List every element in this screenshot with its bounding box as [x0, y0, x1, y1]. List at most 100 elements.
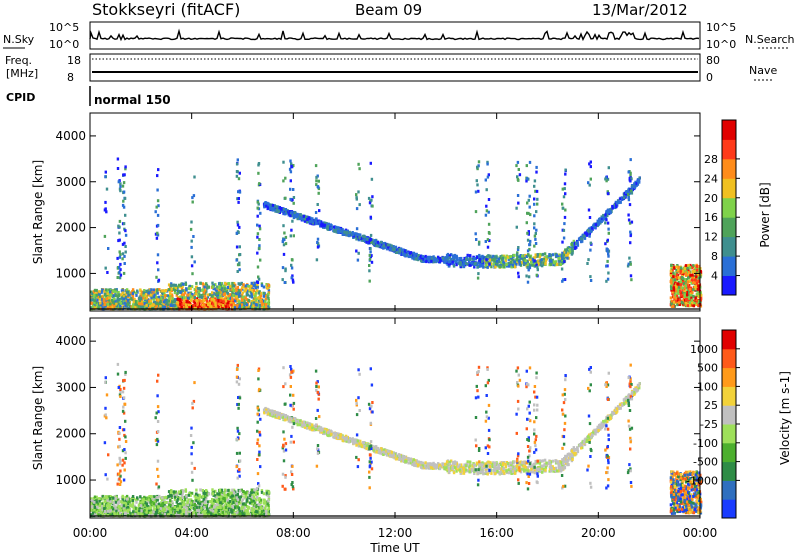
power-cell: [529, 195, 531, 198]
power-cell: [628, 219, 630, 222]
power-cell: [152, 303, 154, 306]
power-cell: [677, 283, 679, 286]
power-cell: [535, 171, 537, 174]
power-cell: [531, 264, 533, 267]
power-cell: [587, 229, 589, 232]
power-cell: [290, 229, 292, 232]
power-cell: [257, 266, 259, 269]
power-cell: [355, 238, 357, 241]
power-cell: [202, 282, 204, 285]
power-cell: [498, 258, 500, 261]
velocity-cell: [90, 509, 92, 512]
power-cell: [517, 161, 519, 164]
power-cell: [355, 250, 357, 253]
power-cell: [680, 270, 682, 273]
power-cell: [561, 241, 563, 244]
power-cell: [245, 296, 247, 299]
power-cell: [519, 173, 521, 176]
power-cell: [580, 237, 582, 240]
power-cell: [258, 296, 260, 299]
power-cell: [246, 303, 248, 306]
power-cell: [156, 289, 158, 292]
power-cell: [192, 235, 194, 238]
power-cell: [415, 258, 417, 261]
power-cell: [476, 166, 478, 169]
power-cell: [563, 195, 565, 198]
power-cell: [670, 279, 672, 282]
power-cell: [192, 201, 194, 204]
power-cell: [106, 188, 108, 191]
power-cell: [445, 260, 447, 263]
colorbar-segment: [722, 120, 736, 140]
power-cell: [365, 241, 367, 244]
power-cell: [202, 288, 204, 291]
power-cell: [672, 275, 674, 278]
power-cell: [691, 299, 693, 302]
power-cell: [173, 284, 175, 287]
power-cell: [675, 265, 677, 268]
power-cell: [525, 275, 527, 278]
power-cell: [469, 254, 471, 257]
power-cell: [183, 302, 185, 305]
power-cell: [211, 282, 213, 285]
power-cell: [123, 297, 125, 300]
power-cell: [133, 300, 135, 303]
power-cell: [526, 177, 528, 180]
power-cell: [561, 268, 563, 271]
power-cell: [448, 261, 450, 264]
power-ylabel: Slant Range [km]: [31, 160, 45, 264]
power-cell: [356, 207, 358, 210]
power-cell: [607, 239, 609, 242]
power-cell: [691, 291, 693, 294]
power-cell: [169, 292, 171, 295]
power-cell: [627, 193, 629, 196]
power-cell: [306, 218, 308, 221]
power-cell: [679, 299, 681, 302]
power-cell: [125, 296, 127, 299]
power-cell: [375, 244, 377, 247]
power-cell: [610, 211, 612, 214]
power-cell: [124, 305, 126, 308]
power-cell: [185, 288, 187, 291]
power-cell: [122, 173, 124, 176]
y-tick-label: 3000: [55, 175, 86, 189]
power-cell: [693, 270, 695, 273]
power-cell: [191, 272, 193, 275]
power-cell: [535, 242, 537, 245]
power-cell: [383, 244, 385, 247]
power-cell: [254, 282, 256, 285]
power-cell: [533, 259, 535, 262]
power-cell: [498, 260, 500, 263]
power-cell: [673, 301, 675, 304]
power-cell: [473, 257, 475, 260]
power-cell: [113, 297, 115, 300]
power-cell: [606, 260, 608, 263]
power-cell: [533, 226, 535, 229]
power-cell: [695, 285, 697, 288]
power-cell: [219, 282, 221, 285]
power-cell: [256, 280, 258, 283]
power-cell: [486, 209, 488, 212]
power-cell: [254, 295, 256, 298]
power-cell: [157, 298, 159, 301]
power-cell: [630, 263, 632, 266]
power-cell: [225, 305, 227, 308]
power-cell: [571, 248, 573, 251]
nave-tick-top: 80: [706, 54, 720, 67]
power-cell: [439, 260, 441, 263]
power-cell: [370, 162, 372, 165]
power-cell: [265, 303, 267, 306]
power-cell: [257, 164, 259, 167]
nsearch-tick-bottom: 10^0: [706, 38, 736, 51]
power-cell: [369, 258, 371, 261]
power-cell: [118, 226, 120, 229]
power-cell: [127, 299, 129, 302]
power-cell: [589, 249, 591, 252]
power-cell: [564, 209, 566, 212]
power-cell: [139, 288, 141, 291]
power-cell: [185, 300, 187, 303]
power-cell: [465, 258, 467, 261]
power-cell: [590, 178, 592, 181]
colorbar-segment: [722, 237, 736, 257]
